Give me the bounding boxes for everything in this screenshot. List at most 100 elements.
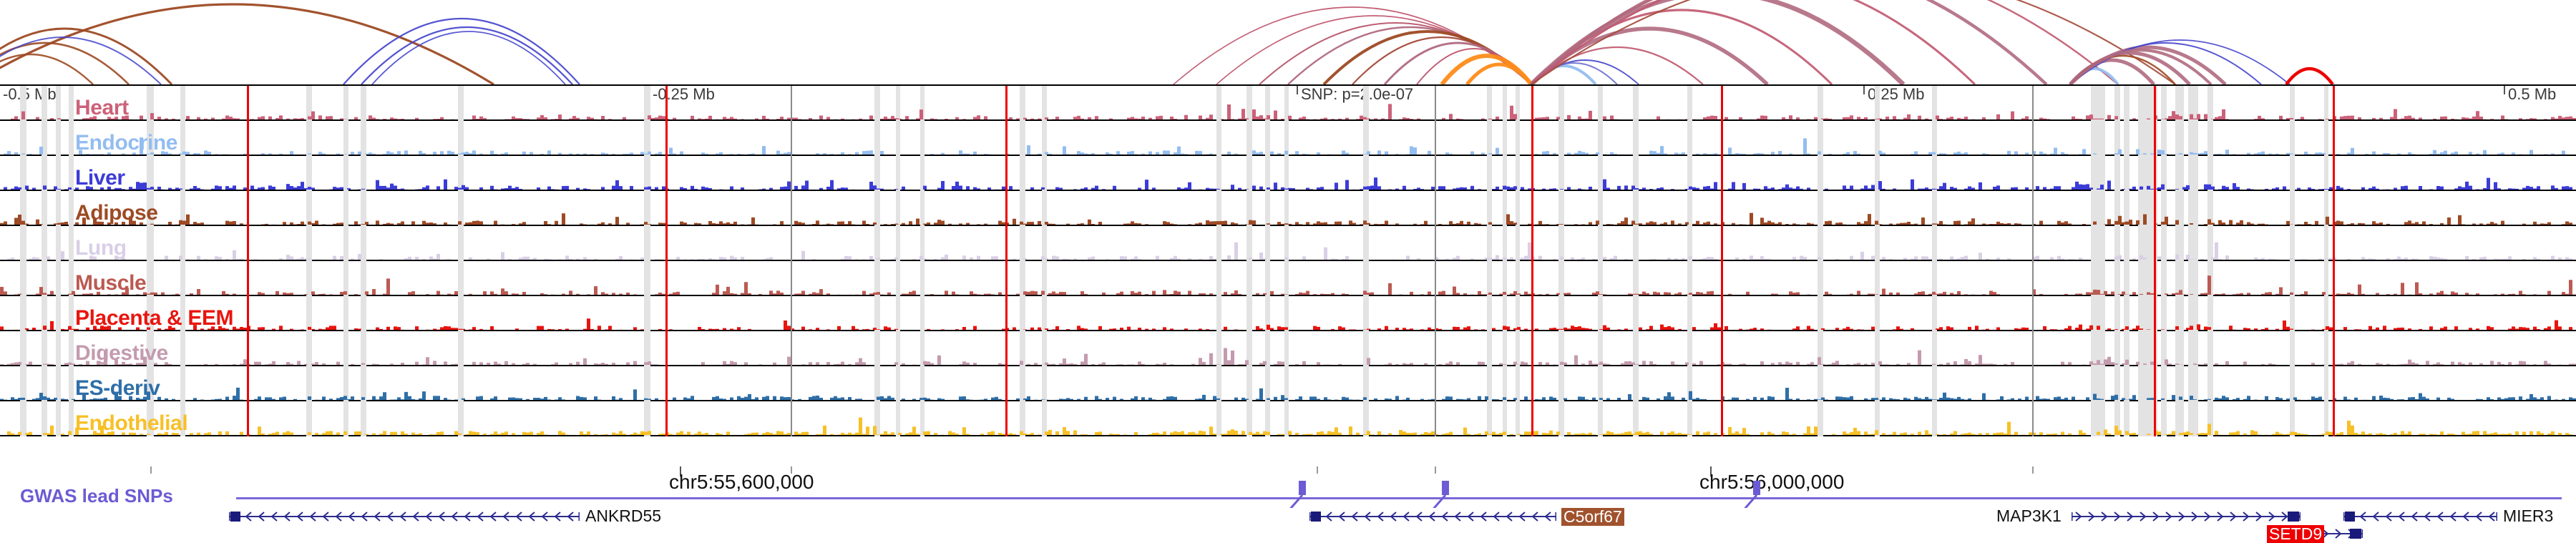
highlight-band <box>343 156 348 191</box>
highlight-band <box>458 156 464 191</box>
highlight-band <box>361 156 366 191</box>
ruler-label-mid-left: -0.25 Mb <box>653 85 715 103</box>
highlight-band <box>147 121 154 156</box>
gene-model-c5orf67[interactable] <box>1309 509 1556 524</box>
coordinate-marker-line <box>791 261 792 296</box>
highlight-band <box>1875 121 1880 156</box>
highlight-band <box>1265 86 1270 121</box>
highlight-band <box>180 86 185 121</box>
highlight-band <box>2114 86 2120 121</box>
gene-model-map3k1[interactable] <box>2072 509 2301 524</box>
snp-marker-line <box>2333 331 2335 366</box>
highlight-band <box>56 296 61 331</box>
highlight-band <box>920 86 924 121</box>
gene-model-setd9[interactable] <box>2318 527 2363 541</box>
ruler-tick <box>2504 86 2505 94</box>
highlight-band <box>2188 86 2198 121</box>
highlight-band <box>2161 86 2167 121</box>
highlight-band <box>1875 226 1880 261</box>
snp-marker-line <box>247 191 249 226</box>
highlight-band <box>2175 191 2184 226</box>
highlight-band <box>1633 366 1639 401</box>
highlight-band <box>458 226 464 261</box>
highlight-band <box>874 121 880 156</box>
signal-profile <box>0 262 2576 295</box>
highlight-band <box>1020 226 1025 261</box>
highlight-band <box>2324 226 2328 261</box>
highlight-band <box>343 86 348 121</box>
highlight-band <box>2114 226 2120 261</box>
snp-marker-line <box>665 366 668 401</box>
highlight-band <box>2138 121 2151 156</box>
highlight-band <box>2114 401 2120 436</box>
highlight-band <box>2161 296 2167 331</box>
gene-model-ankrd55[interactable] <box>229 509 580 524</box>
highlight-band <box>2114 156 2120 191</box>
highlight-band <box>2124 296 2129 331</box>
highlight-band <box>2290 86 2295 121</box>
highlight-band <box>1265 401 1270 436</box>
highlight-band <box>1687 121 1692 156</box>
highlight-band <box>920 331 924 366</box>
highlight-band <box>1487 226 1492 261</box>
highlight-band <box>1818 226 1823 261</box>
coordinate-marker-line <box>1435 261 1436 296</box>
highlight-band <box>2207 191 2213 226</box>
highlight-band <box>2207 156 2213 191</box>
highlight-band <box>1503 331 1507 366</box>
highlight-band <box>1818 366 1823 401</box>
highlight-band <box>2161 331 2167 366</box>
snp-marker-line <box>665 121 668 156</box>
gene-label-c5orf67[interactable]: C5orf67 <box>1561 508 1624 526</box>
highlight-band <box>147 401 154 436</box>
highlight-band <box>1516 296 1520 331</box>
gene-model-mier3[interactable] <box>2343 509 2497 524</box>
highlight-band <box>644 261 650 296</box>
highlight-band <box>2091 191 2105 226</box>
highlight-band <box>361 401 366 436</box>
snp-marker-line <box>665 226 668 261</box>
gene-label-mier3[interactable]: MIER3 <box>2503 507 2554 525</box>
highlight-band <box>1216 121 1221 156</box>
highlight-band <box>2124 86 2129 121</box>
highlight-band <box>874 226 880 261</box>
gene-label-ankrd55[interactable]: ANKRD55 <box>585 507 662 525</box>
highlight-band <box>2091 121 2105 156</box>
highlight-band <box>874 191 880 226</box>
snp-marker-line <box>2333 191 2335 226</box>
track-label-es-deriv: ES-deriv <box>75 376 160 400</box>
snp-marker-line <box>2154 261 2156 296</box>
highlight-band <box>1363 331 1369 366</box>
highlight-band <box>1598 366 1603 401</box>
highlight-band <box>306 366 312 401</box>
snp-marker-line <box>2333 261 2335 296</box>
highlight-band <box>1216 261 1221 296</box>
highlight-band <box>361 191 366 226</box>
highlight-band <box>306 86 312 121</box>
coordinate-marker-line <box>2032 191 2034 226</box>
gene-label-map3k1[interactable]: MAP3K1 <box>1996 507 2062 525</box>
highlight-band <box>1516 366 1520 401</box>
highlight-band <box>1216 86 1221 121</box>
signal-track-lung: Lung <box>0 226 2576 261</box>
highlight-band <box>2175 156 2184 191</box>
gene-label-setd9[interactable]: SETD9 <box>2267 525 2325 543</box>
snp-marker-line <box>1531 366 1533 401</box>
highlight-band <box>1020 156 1025 191</box>
highlight-band <box>1265 191 1270 226</box>
highlight-band <box>2324 191 2328 226</box>
highlight-band <box>1363 121 1369 156</box>
highlight-band <box>42 191 47 226</box>
highlight-band <box>1516 331 1520 366</box>
highlight-band <box>69 121 74 156</box>
highlight-band <box>1216 331 1221 366</box>
highlight-band <box>56 331 61 366</box>
highlight-band <box>1042 261 1047 296</box>
highlight-band <box>1363 191 1369 226</box>
highlight-band <box>20 121 26 156</box>
highlight-band <box>2091 366 2105 401</box>
highlight-band <box>306 296 312 331</box>
gwas-lane-label: GWAS lead SNPs <box>20 485 173 507</box>
highlight-band <box>1487 366 1492 401</box>
highlight-band <box>1487 296 1492 331</box>
